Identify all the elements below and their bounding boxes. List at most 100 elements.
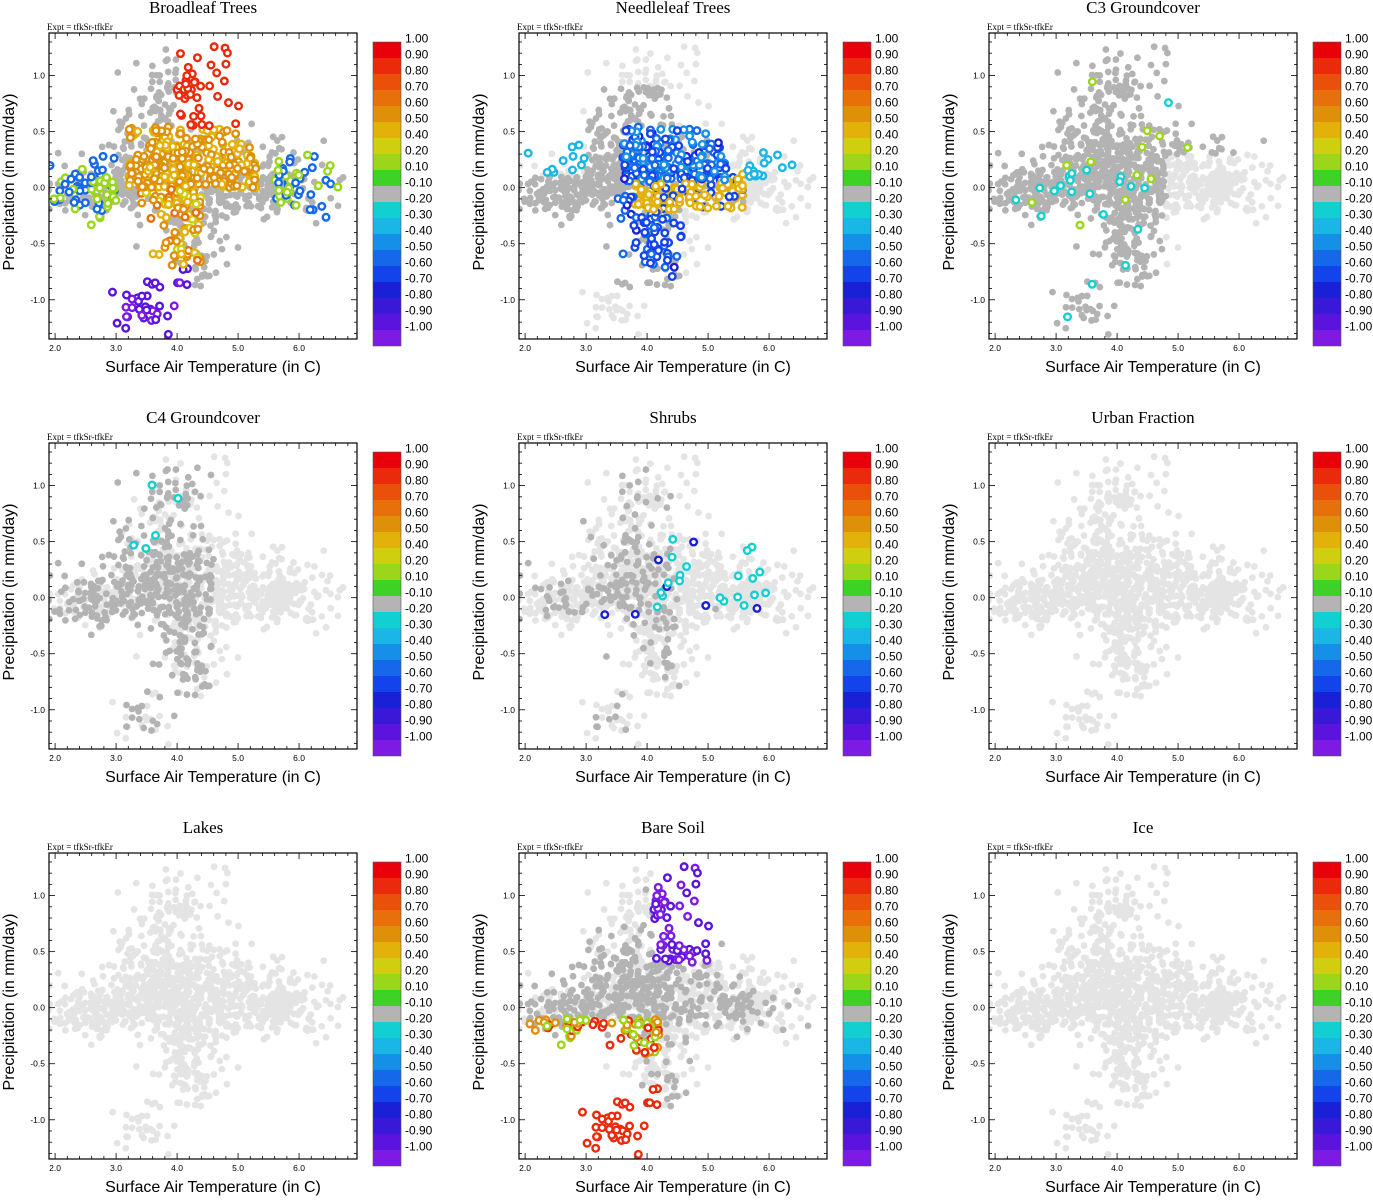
point-grey (563, 205, 571, 213)
point-grey (1140, 165, 1148, 173)
plot-frame (988, 32, 1298, 340)
point-background (733, 213, 741, 221)
point-grey (1162, 192, 1170, 200)
point-grey (118, 191, 126, 199)
point-grey (607, 112, 615, 120)
colorbar-swatch (843, 298, 871, 314)
point-colored (64, 187, 74, 197)
point-grey (1131, 78, 1138, 86)
point-grey (109, 107, 117, 115)
point-colored (180, 227, 190, 237)
point-colored (326, 179, 336, 189)
colorbar-swatch (1313, 138, 1341, 154)
colorbar-swatch (373, 154, 401, 170)
point-background (1173, 182, 1181, 190)
point-background (1299, 187, 1306, 194)
point-grey (216, 237, 224, 245)
point-grey (1046, 196, 1054, 204)
point-grey (137, 522, 145, 530)
point-grey (87, 631, 95, 639)
point-colored (1075, 220, 1085, 230)
point-background (306, 616, 314, 624)
point-background (245, 602, 253, 610)
point-grey (191, 281, 199, 289)
point-colored (657, 214, 667, 224)
point-grey (563, 182, 571, 190)
point-grey (153, 71, 161, 79)
point-grey (571, 198, 578, 206)
point-background (618, 78, 626, 86)
point-colored (169, 170, 179, 180)
point-background (593, 291, 600, 299)
point-grey (526, 200, 534, 208)
point-background (1194, 202, 1202, 210)
point-background (640, 302, 648, 310)
point-grey (172, 66, 180, 74)
point-background (804, 183, 812, 191)
point-background (764, 190, 772, 198)
point-grey (268, 149, 276, 156)
point-colored (186, 120, 196, 130)
point-background (327, 590, 334, 598)
point-background (214, 568, 222, 575)
point-background (705, 102, 712, 110)
point-background (205, 532, 213, 539)
point-background (277, 589, 285, 597)
point-background (1174, 204, 1182, 212)
point-grey (168, 532, 175, 540)
point-grey (1172, 120, 1180, 128)
point-grey (189, 625, 196, 633)
colorbar-frame (1312, 41, 1342, 347)
point-grey (1107, 106, 1115, 114)
point-grey (172, 486, 180, 494)
point-grey (1152, 269, 1160, 277)
point-grey (318, 161, 326, 169)
point-colored (660, 228, 670, 238)
point-grey (61, 616, 69, 624)
point-background (336, 586, 344, 594)
x-axis-label: Surface Air Temperature (in C) (105, 359, 321, 376)
point-grey (1091, 175, 1098, 183)
point-grey (1102, 46, 1110, 53)
point-background (682, 214, 690, 222)
point-grey (312, 219, 320, 227)
point-grey (132, 59, 140, 67)
point-background (747, 179, 755, 187)
point-colored (189, 111, 199, 121)
point-grey (1143, 252, 1151, 260)
point-colored (1140, 183, 1150, 193)
point-grey (1134, 154, 1142, 162)
point-grey (49, 205, 53, 213)
point-grey (115, 561, 122, 569)
point-grey (126, 564, 134, 572)
point-colored (1163, 98, 1173, 108)
point-background (226, 571, 233, 579)
point-colored (669, 262, 679, 272)
point-grey (140, 563, 148, 570)
point-grey (1005, 194, 1013, 201)
point-background (322, 623, 330, 631)
point-background (216, 647, 224, 655)
point-grey (1150, 145, 1157, 153)
point-background (695, 99, 702, 107)
point-background (647, 50, 654, 57)
colorbar-swatch (1313, 58, 1341, 74)
point-grey (573, 174, 580, 181)
colorbar-label: 0.60 (405, 96, 429, 110)
point-grey (156, 106, 164, 114)
point-colored (618, 249, 628, 259)
point-colored (640, 227, 650, 237)
point-grey (147, 495, 155, 503)
colorbar-swatch (843, 138, 871, 154)
colorbar-label: 0.60 (875, 96, 899, 110)
point-grey (579, 178, 586, 186)
point-grey (531, 199, 539, 207)
point-colored (749, 169, 759, 179)
point-grey (1121, 161, 1129, 169)
point-background (259, 572, 266, 580)
point-grey (606, 95, 614, 103)
point-background (770, 175, 778, 183)
point-grey (131, 611, 139, 619)
point-grey (1120, 205, 1127, 213)
colorbar-swatch (1313, 154, 1341, 170)
